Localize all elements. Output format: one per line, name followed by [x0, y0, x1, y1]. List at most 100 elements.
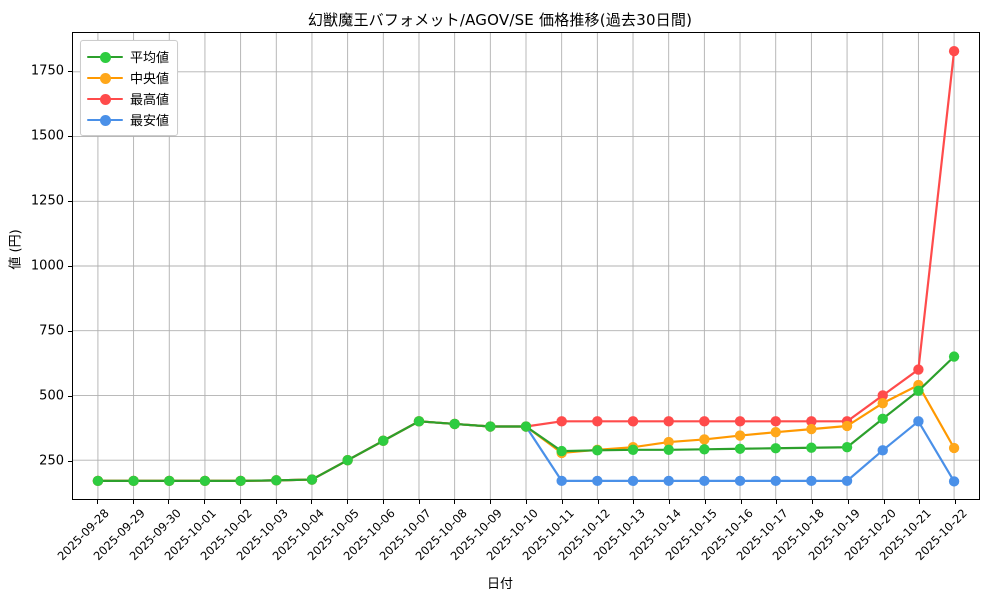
legend-swatch-icon — [87, 71, 123, 85]
data-point — [378, 435, 389, 446]
data-point — [841, 420, 853, 432]
data-point — [449, 418, 460, 430]
x-tick-mark — [132, 500, 134, 504]
chart-legend: 平均値中央値最高値最安値 — [80, 40, 179, 136]
legend-item-1[interactable]: 中央値 — [87, 67, 169, 88]
x-tick-mark — [168, 500, 170, 504]
series-0 — [92, 351, 960, 487]
x-tick-mark — [561, 500, 563, 504]
data-point — [592, 445, 603, 456]
data-point — [770, 416, 781, 427]
y-tick-mark — [68, 461, 72, 462]
y-tick-label: 750 — [39, 323, 64, 339]
y-axis-tick-labels: 250 500 750 1000 1250 1500 1750 — [0, 32, 64, 500]
legend-label: 最高値 — [130, 93, 170, 108]
y-tick-mark — [68, 266, 72, 267]
data-point — [627, 444, 639, 455]
y-tick-label: 1500 — [30, 128, 64, 144]
data-point — [806, 416, 817, 427]
legend-item-0[interactable]: 平均値 — [87, 46, 169, 67]
data-point — [699, 434, 710, 445]
x-tick-mark — [919, 500, 921, 504]
x-tick-mark — [96, 500, 98, 504]
x-tick-mark — [812, 500, 814, 504]
data-point — [948, 351, 960, 362]
data-point — [734, 430, 746, 441]
x-tick-mark — [955, 500, 957, 504]
data-point — [663, 416, 674, 427]
data-point — [627, 475, 639, 487]
y-tick-mark — [68, 201, 72, 202]
series-1 — [92, 379, 960, 487]
data-point — [877, 445, 888, 456]
data-point — [199, 475, 211, 487]
data-point — [699, 444, 710, 455]
y-tick-label: 250 — [39, 453, 64, 469]
y-tick-mark — [68, 71, 72, 72]
x-tick-mark — [847, 500, 849, 504]
data-point — [128, 475, 139, 487]
data-point — [699, 475, 710, 487]
x-tick-mark — [740, 500, 742, 504]
legend-item-2[interactable]: 最高値 — [87, 88, 169, 109]
legend-swatch-icon — [87, 50, 123, 64]
x-tick-mark — [204, 500, 206, 504]
y-tick-mark — [68, 136, 72, 137]
data-point — [948, 442, 960, 454]
x-tick-mark — [418, 500, 420, 504]
data-point — [948, 476, 960, 487]
data-point — [734, 475, 746, 487]
data-point — [556, 475, 567, 487]
data-point — [806, 423, 817, 435]
data-point — [485, 421, 496, 432]
data-point — [806, 475, 817, 487]
legend-label: 最安値 — [130, 114, 170, 129]
x-tick-mark — [669, 500, 670, 504]
x-tick-mark — [526, 500, 527, 504]
data-point — [663, 436, 674, 448]
data-point — [92, 475, 104, 487]
y-axis-tick-marks — [0, 32, 72, 500]
data-point — [271, 475, 282, 486]
data-point — [306, 474, 318, 485]
x-tick-mark — [704, 500, 706, 504]
data-point — [770, 443, 781, 454]
legend-label: 中央値 — [130, 72, 170, 87]
y-tick-label: 1750 — [30, 63, 64, 79]
data-point — [913, 416, 924, 427]
data-point — [734, 443, 746, 454]
y-tick-label: 1250 — [30, 193, 64, 209]
data-point — [699, 416, 710, 427]
legend-swatch-icon — [87, 92, 123, 106]
data-point — [841, 475, 853, 487]
chart-title: 幻獣魔王バフォメット/AGOV/SE 価格推移(過去30日間) — [307, 11, 693, 29]
y-tick-label: 1000 — [30, 258, 64, 274]
legend-swatch-icon — [87, 113, 123, 127]
data-point — [164, 475, 175, 487]
data-point — [806, 442, 817, 453]
data-point — [948, 45, 960, 57]
legend-label: 平均値 — [130, 51, 170, 66]
data-point — [663, 475, 674, 487]
data-point — [663, 444, 674, 455]
data-point — [235, 475, 246, 487]
data-point — [592, 416, 603, 427]
x-tick-mark — [275, 500, 277, 504]
data-point — [770, 427, 781, 438]
data-point — [913, 385, 924, 396]
data-point — [413, 416, 425, 427]
data-point — [342, 454, 353, 466]
x-axis-label: 日付 — [486, 577, 513, 592]
data-point — [556, 445, 567, 457]
x-tick-mark — [454, 500, 456, 504]
data-point — [877, 398, 888, 409]
data-point — [841, 442, 853, 453]
data-point — [520, 421, 532, 432]
series-2 — [92, 45, 960, 487]
legend-item-3[interactable]: 最安値 — [87, 109, 169, 130]
x-tick-mark — [633, 500, 635, 504]
x-tick-mark — [347, 500, 349, 504]
y-tick-label: 500 — [39, 388, 64, 404]
data-point — [556, 416, 567, 427]
data-series-layer — [92, 45, 960, 487]
